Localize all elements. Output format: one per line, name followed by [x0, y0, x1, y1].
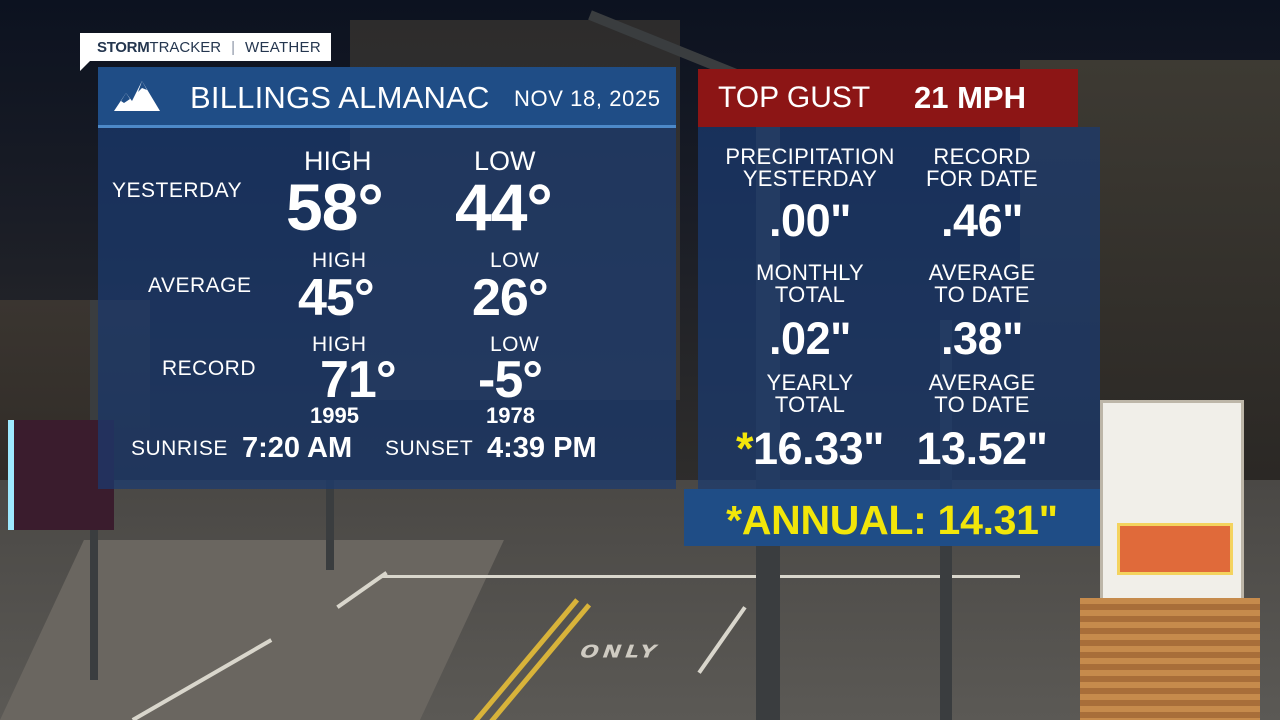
almanac-date: NOV 18, 2025 [514, 86, 661, 111]
yearly-total-number: 16.33" [753, 423, 884, 474]
precip-yesterday-label-line1: PRECIPITATION [725, 144, 895, 169]
road-marking-only: ONLY [576, 642, 664, 663]
awning [1080, 598, 1260, 720]
average-high: 45° [298, 269, 375, 327]
brand-separator: | [231, 38, 235, 56]
record-high-label: HIGH [312, 333, 367, 356]
sunset-time: 4:39 PM [487, 432, 597, 464]
sunrise-time: 7:20 AM [242, 432, 353, 464]
precip-record-label-line2: FOR DATE [926, 165, 1038, 191]
precip-record-label: RECORD FOR DATE [888, 146, 1076, 189]
yearly-total-value: *16.33" [710, 426, 910, 471]
sunrise-label: SUNRISE [131, 437, 228, 460]
precip-record-label-line1: RECORD [933, 144, 1031, 169]
precip-yesterday-label: PRECIPITATION YESTERDAY [716, 146, 904, 189]
yesterday-low: 44° [455, 170, 553, 244]
average-low: 26° [472, 269, 549, 327]
record-label: RECORD [162, 357, 257, 380]
precipitation-panel [698, 127, 1100, 489]
yearly-total-label-line2: TOTAL [774, 391, 846, 417]
yearly-average-label-line2: TO DATE [934, 391, 1030, 417]
record-low: -5° [478, 351, 543, 409]
record-low-year: 1978 [486, 403, 535, 428]
yesterday-low-label: LOW [474, 146, 536, 176]
yearly-total-star: * [736, 423, 754, 474]
top-gust-value: 21 MPH [914, 80, 1026, 115]
yesterday-high: 58° [286, 170, 384, 244]
yesterday-label: YESTERDAY [112, 179, 243, 202]
top-gust-bar: TOP GUST 21 MPH [698, 69, 1078, 127]
monthly-total-label-line1: MONTHLY [755, 260, 865, 285]
light-pole [326, 480, 334, 570]
monthly-average-label: AVERAGE TO DATE [888, 262, 1076, 305]
precip-record-value: .46" [941, 195, 1023, 246]
brand-tracker: TRACKER [149, 38, 222, 56]
record-high-year: 1995 [310, 403, 359, 428]
page-title: BILLINGS ALMANAC [190, 80, 490, 115]
yesterday-high-label: HIGH [304, 146, 372, 176]
annual-precip: *ANNUAL: 14.31" [726, 497, 1058, 543]
yearly-total-label-line1: YEARLY [766, 370, 854, 395]
brand-notch [80, 61, 90, 71]
monthly-average-label-line2: TO DATE [934, 281, 1030, 307]
stop-line [380, 575, 1020, 578]
yearly-average-value: 13.52" [916, 423, 1048, 474]
monthly-total-label-line2: TOTAL [774, 281, 846, 307]
monthly-total-label: MONTHLY TOTAL [716, 262, 904, 305]
monthly-average-value: .38" [941, 313, 1023, 364]
precip-yesterday-label-line2: YESTERDAY [742, 165, 878, 191]
mountain-icon [114, 81, 160, 111]
record-high: 71° [320, 351, 397, 409]
brand-weather: WEATHER [245, 38, 321, 56]
monthly-average-label-line1: AVERAGE [928, 260, 1036, 285]
sunset-label: SUNSET [385, 437, 474, 460]
yearly-average-label-line1: AVERAGE [928, 370, 1036, 395]
precip-yesterday-value: .00" [769, 195, 851, 246]
sidewalk [0, 540, 504, 720]
neon-sign [8, 420, 114, 530]
almanac-header: BILLINGS ALMANAC NOV 18, 2025 [98, 67, 676, 128]
temperature-panel [98, 128, 676, 489]
brand-tag: STORM TRACKER | WEATHER [80, 33, 331, 61]
average-high-label: HIGH [312, 249, 367, 272]
top-gust-label: TOP GUST [718, 81, 871, 114]
record-low-label: LOW [490, 333, 540, 356]
annual-bar: *ANNUAL: 14.31" [684, 489, 1100, 546]
store-sign [1100, 400, 1244, 602]
brand-storm: STORM [97, 38, 150, 56]
yearly-total-label: YEARLY TOTAL [716, 372, 904, 415]
yearly-average-label: AVERAGE TO DATE [888, 372, 1076, 415]
monthly-total-value: .02" [769, 313, 851, 364]
average-label: AVERAGE [148, 274, 252, 297]
average-low-label: LOW [490, 249, 540, 272]
